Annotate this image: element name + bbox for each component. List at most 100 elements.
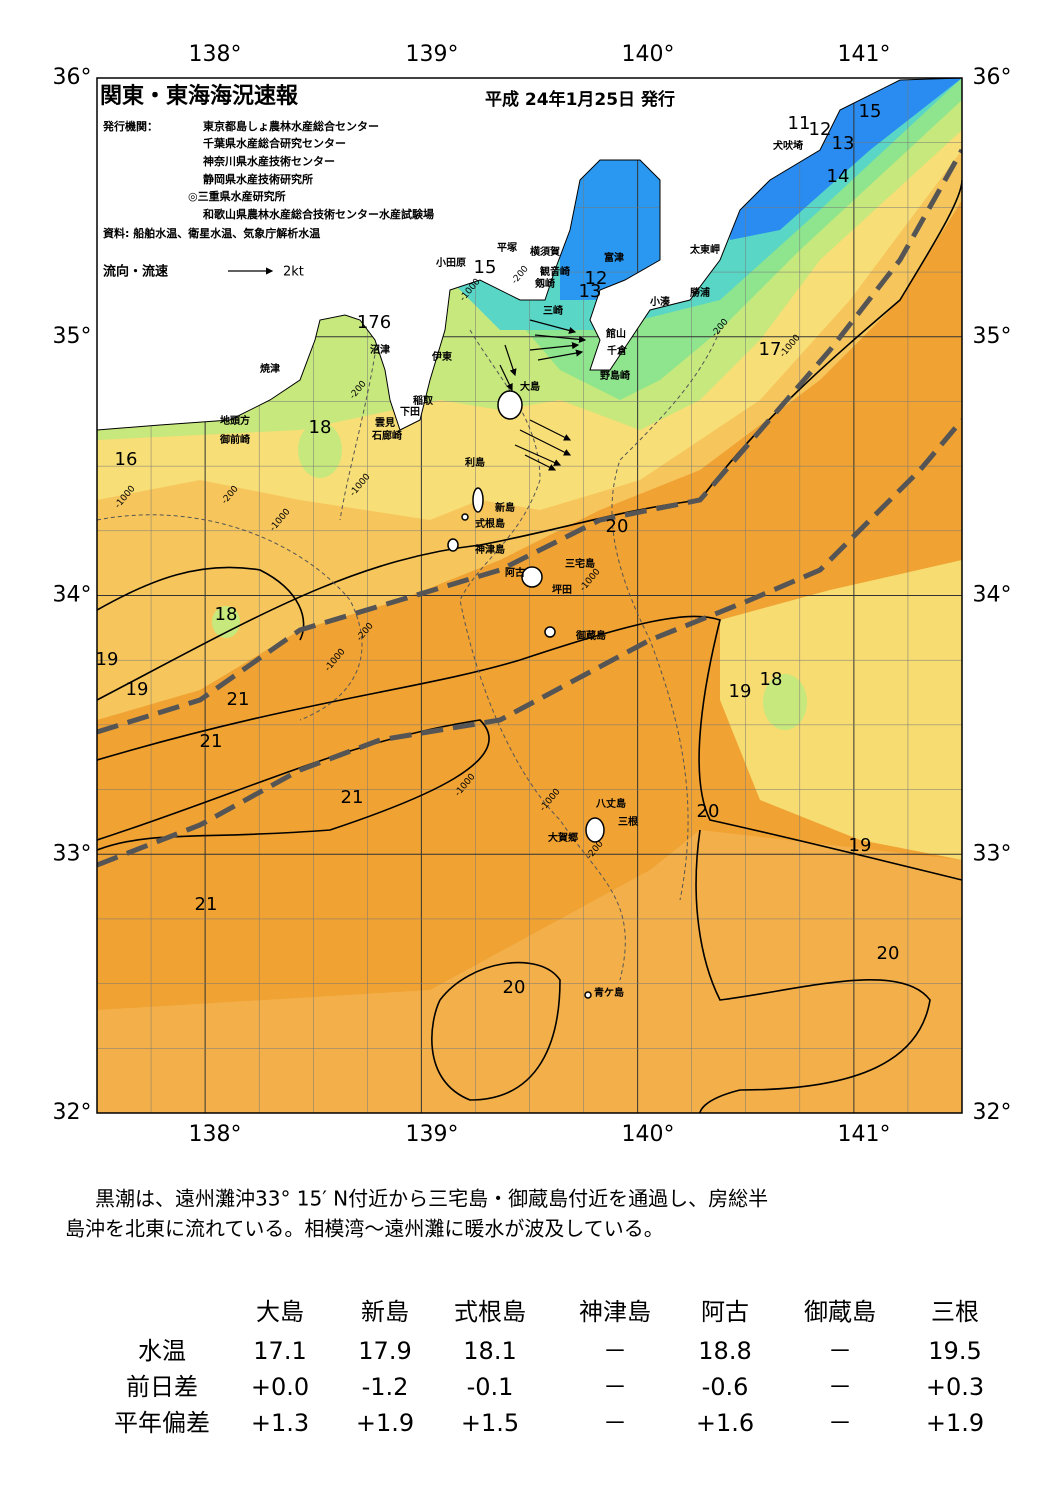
place-name: 三根 [618,815,638,828]
place-name: 平塚 [497,241,517,254]
temp-label: 20 [503,977,526,998]
map-frame [96,77,963,1114]
place-name: 雲見 [375,417,395,429]
row-label: 水温 [138,1337,186,1365]
place-name: 新島 [495,501,515,514]
temp-label: 12 [585,268,608,289]
place-name: 太東岬 [689,243,720,256]
lon-label: 141° [838,1122,891,1147]
table-cell: － [603,1337,627,1365]
place-name: 剱崎 [534,277,555,290]
lon-label: 140° [622,42,675,67]
place-name: 御前崎 [219,433,250,446]
lat-label: 36° [973,65,1012,90]
temp-label: 19 [126,679,149,700]
table-cell: +0.0 [251,1373,309,1401]
summary-line: 黒潮は、遠州灘沖33° 15′ N付近から三宅島・御蔵島付近を通過し、房総半 [95,1187,768,1211]
place-name: 御蔵島 [575,629,606,642]
table-header: 新島 [361,1298,409,1326]
lon-label: 141° [838,42,891,67]
lat-label: 32° [973,1100,1012,1125]
table-cell: 17.9 [358,1337,411,1365]
place-name: 焼津 [260,362,280,375]
table-cell: -1.2 [362,1373,409,1401]
temp-label: 17 [759,339,782,360]
sources: 資料: 船舶水温、衛星水温、気象庁解析水温 [103,226,320,240]
table-cell: +1.5 [461,1409,519,1437]
legend-label: 流向・流速 [103,264,168,280]
issuer: ◎三重県水産研究所 [188,189,286,203]
issuer: 静岡県水産技術研究所 [203,172,313,186]
place-name: 横須賀 [530,245,560,258]
issuer: 千葉県水産総合研究センター [203,136,346,150]
table-cell: － [828,1337,852,1365]
table-cell: － [828,1373,852,1401]
temp-label: 15 [859,101,882,122]
table-header: 阿古 [701,1298,749,1326]
place-name: 青ケ島 [594,986,624,999]
table-cell: 18.8 [698,1337,751,1365]
kuroshio-axis [97,148,962,868]
place-name: 館山 [605,327,626,340]
place-name: 大賀郷 [548,831,578,844]
place-name: 三崎 [543,304,563,317]
issuer: 和歌山県農林水産総合技術センター水産試験場 [203,207,434,221]
map-area [97,78,962,1113]
row-label: 平年偏差 [114,1409,210,1437]
place-name: 小田原 [435,256,466,269]
place-name: 沼津 [370,343,390,356]
table-cell: － [603,1373,627,1401]
place-name: 坪田 [552,583,572,596]
lat-label: 33° [973,841,1012,866]
issuer: 東京都島しょ農林水産総合センター [203,119,379,133]
temp-label: 21 [341,787,364,808]
lat-label: 33° [53,841,92,866]
temp-label: 18 [215,604,238,625]
lat-label: 35° [53,324,92,349]
temp-label: 14 [827,166,850,187]
depth-contours [97,319,721,981]
contours [97,179,962,1113]
land [97,78,962,431]
lon-label: 138° [189,1122,242,1147]
place-name: 勝浦 [690,286,710,299]
lon-label: 138° [189,42,242,67]
place-name: 三宅島 [565,557,595,570]
table-cell: +1.9 [926,1409,984,1437]
table-cell: － [828,1409,852,1437]
temp-label: 19 [729,681,752,702]
row-label: 前日差 [126,1373,198,1401]
lon-label: 140° [622,1122,675,1147]
place-name: 利島 [465,456,485,469]
lat-label: 35° [973,324,1012,349]
place-name: 富津 [604,251,624,264]
table-header: 神津島 [579,1298,651,1326]
temp-label: 21 [200,731,223,752]
lat-label: 32° [53,1100,92,1125]
lat-label: 36° [53,65,92,90]
sea-zone [763,674,807,730]
sea-zone [212,606,240,638]
lat-label: 34° [53,583,92,608]
place-name: 八丈島 [595,797,626,810]
temp-label: 18 [309,417,332,438]
place-name: 式根島 [475,517,505,530]
table-cell: 17.1 [253,1337,306,1365]
temp-label: 19 [96,649,119,670]
place-name: 阿古 [505,566,525,579]
place-name: 下田 [400,406,420,418]
place-name: 神津島 [475,543,505,556]
place-name: 大島 [520,380,540,393]
issue-date: 平成 24年1月25日 発行 [485,89,675,110]
temp-label: 21 [195,894,218,915]
table-header: 大島 [256,1298,304,1326]
place-name: 千倉 [607,344,628,357]
table-cell: － [603,1409,627,1437]
temp-label: 12 [809,119,832,140]
lon-label: 139° [406,42,459,67]
temp-label: 16 [115,449,138,470]
lon-label: 139° [406,1122,459,1147]
lat-label: 34° [973,583,1012,608]
sea-zone [298,422,342,478]
